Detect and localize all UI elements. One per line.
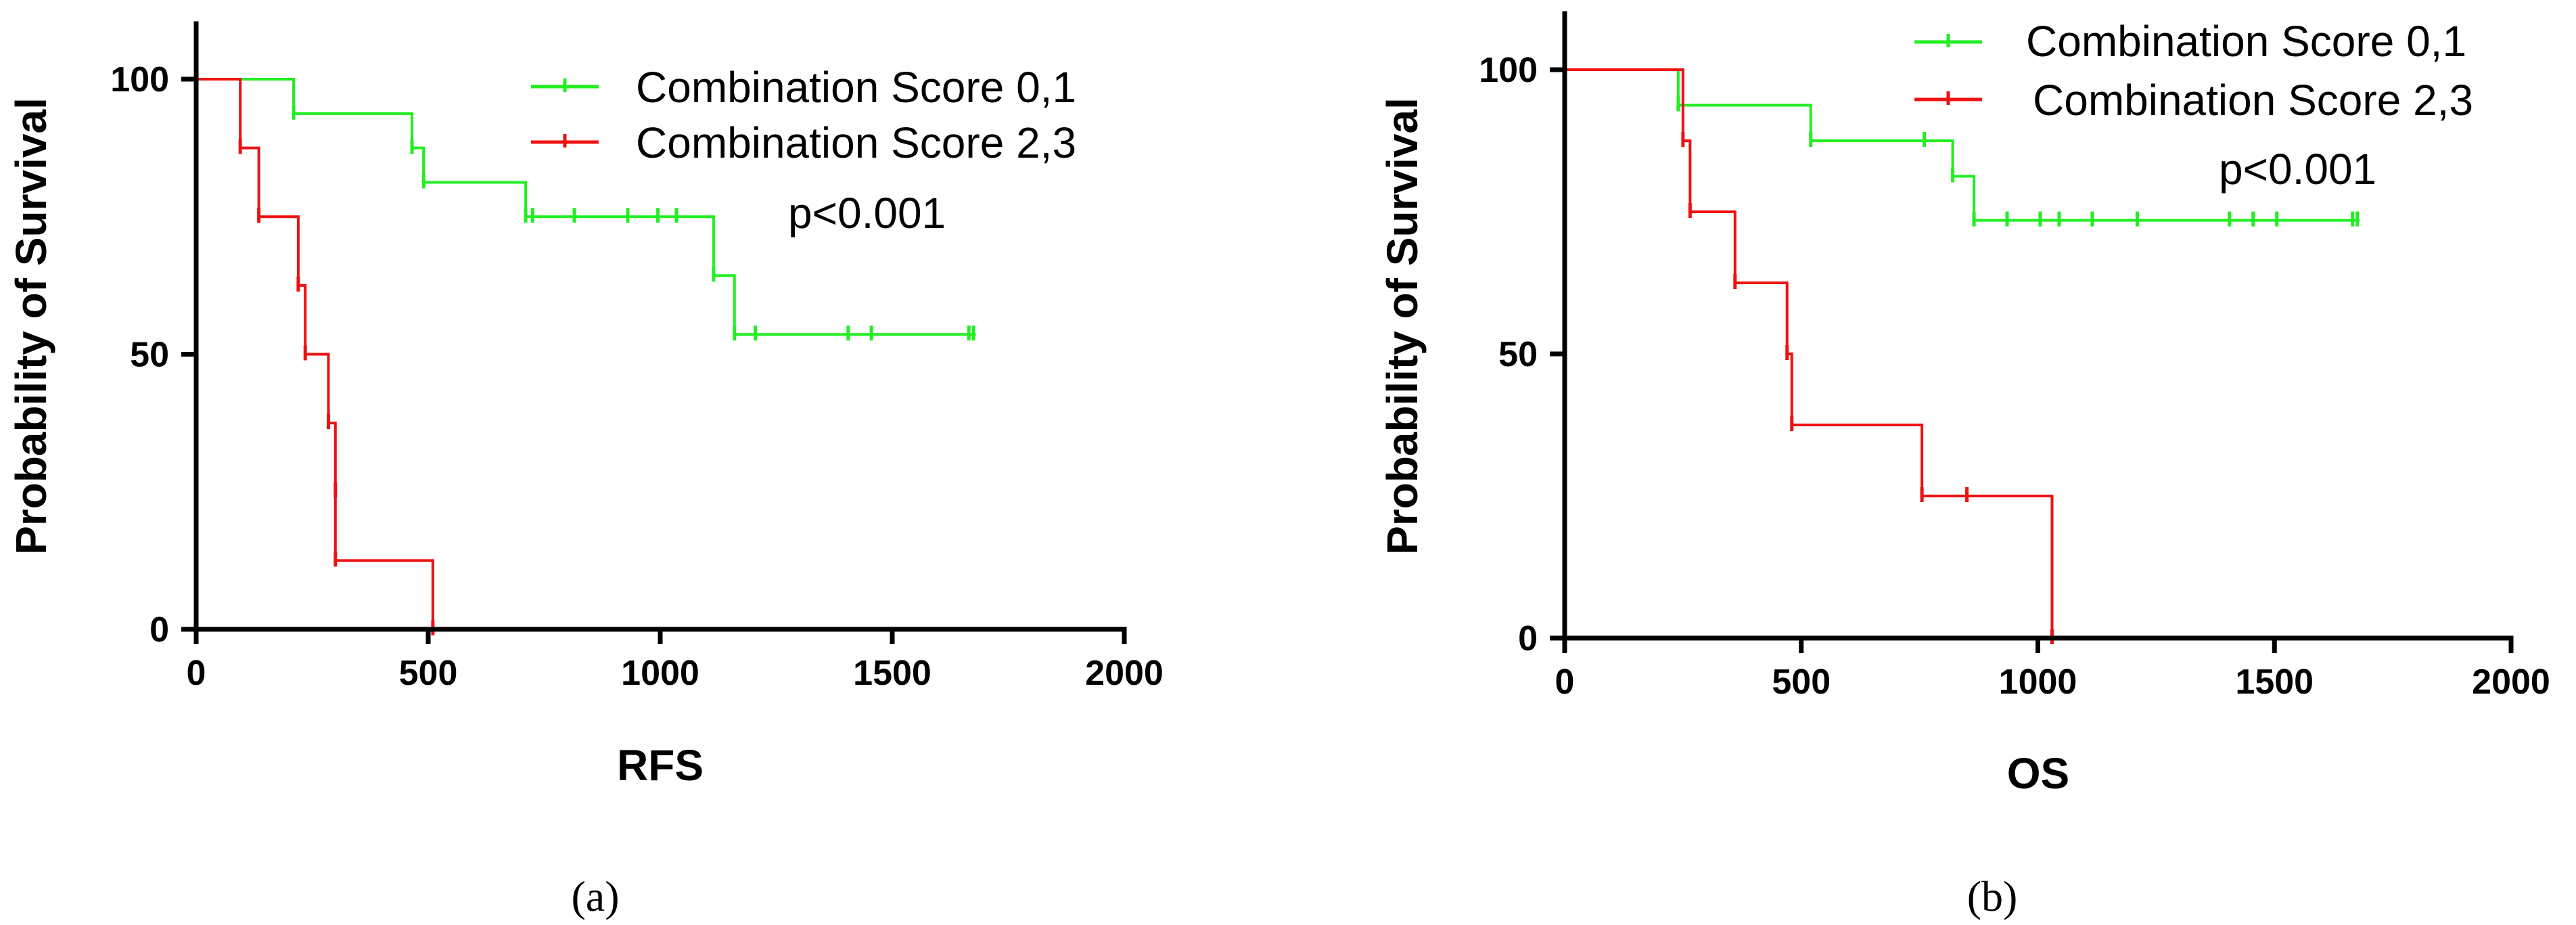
y-tick-label: 50: [1498, 335, 1538, 374]
x-tick-label: 1000: [621, 654, 699, 693]
legend-item-red: Combination Score 2,3: [531, 118, 1076, 167]
legend-item-red: Combination Score 2,3: [1914, 76, 2473, 125]
x-tick-label: 2000: [1085, 654, 1164, 693]
x-tick-label: 2000: [2472, 662, 2550, 702]
km-curve-series-0: [196, 78, 976, 336]
plot-marks: [1565, 68, 2360, 644]
legend-label-green: Combination Score 0,1: [2026, 17, 2466, 66]
x-tick-label: 0: [187, 654, 206, 693]
legend-item-green: Combination Score 0,1: [1914, 17, 2466, 66]
legend-label-green: Combination Score 0,1: [636, 63, 1076, 112]
legend-label-red: Combination Score 2,3: [2033, 76, 2473, 125]
panel-b: 0 500 1000 1500 2000 0 50 100 Probability of Su…: [1378, 11, 2550, 920]
x-tick-label: 500: [1772, 662, 1831, 702]
km-curve-series-1: [196, 78, 434, 629]
y-axis-title: Probability of Survival: [1378, 97, 1427, 555]
p-value-annotation: p<0.001: [788, 189, 946, 238]
legend: Combination Score 0,1 Combination Score …: [1914, 17, 2473, 125]
panel-a: 0 500 1000 1500 2000 0 50 100 Probability of Su…: [7, 21, 1164, 920]
y-tick-label: 50: [130, 336, 169, 375]
x-tick-label: 0: [1555, 662, 1575, 702]
km-curve-series-0: [1565, 68, 2360, 222]
x-tick-label: 500: [399, 654, 458, 693]
x-axis-title: RFS: [617, 741, 704, 790]
km-curve-series-1: [1565, 68, 2054, 638]
y-tick-label: 100: [110, 60, 169, 99]
x-axis-title: OS: [2007, 749, 2069, 798]
panel-caption: (a): [571, 872, 619, 920]
y-tick-label: 0: [150, 610, 169, 650]
x-tick-label: 1000: [1999, 662, 2077, 702]
plot-marks: [196, 78, 976, 635]
y-tick-label: 100: [1479, 51, 1538, 90]
legend-item-green: Combination Score 0,1: [531, 63, 1076, 112]
x-tick-label: 1500: [2235, 662, 2314, 702]
y-axis-title: Probability of Survival: [7, 97, 55, 555]
ticks: 0 500 1000 1500 2000 0 50 100: [110, 60, 1164, 693]
p-value-annotation: p<0.001: [2219, 145, 2376, 194]
panel-caption: (b): [1967, 872, 2018, 920]
legend-label-red: Combination Score 2,3: [636, 118, 1076, 167]
legend: Combination Score 0,1 Combination Score …: [531, 63, 1076, 167]
y-tick-label: 0: [1518, 619, 1538, 658]
x-tick-label: 1500: [853, 654, 932, 693]
ticks: 0 500 1000 1500 2000 0 50 100: [1479, 51, 2550, 702]
